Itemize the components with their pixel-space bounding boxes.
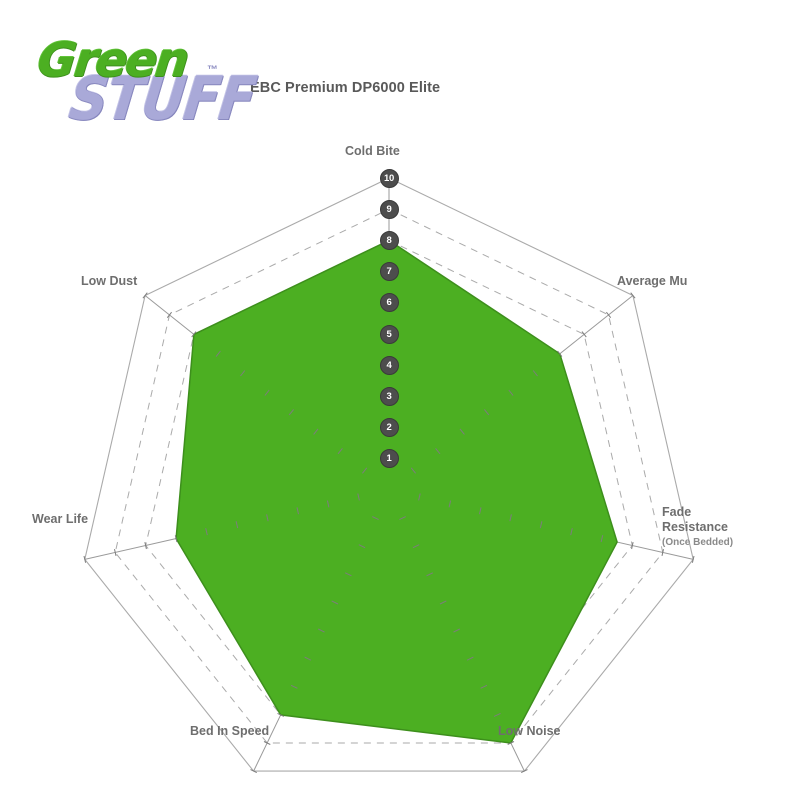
tick-6-7 [215,350,221,357]
axis-label-fade-line1: Fade [662,505,692,519]
tick-1-7 [557,350,563,357]
tick-5-3 [296,507,299,515]
tick-3-10 [520,769,528,774]
axis-label-low-dust-text: Low Dust [81,274,138,288]
axis-label-low-noise: Low Noise [498,724,561,739]
axis-label-bed-in-speed: Bed In Speed [190,724,269,739]
tick-3-8 [493,712,501,717]
tick-4-10 [250,769,258,774]
axis-label-cold-bite-text: Cold Bite [345,144,400,158]
tick-5-10 [83,555,87,563]
tick-5-6 [205,528,208,536]
axis-label-bed-in-speed-text: Bed In Speed [190,724,270,738]
scale-marker-7: 7 [379,262,399,282]
tick-2-1 [418,493,421,501]
tick-5-1 [357,493,360,501]
tick-2-10 [691,555,695,563]
radar-tick-marks [83,292,695,774]
scale-marker-4: 4 [379,355,399,375]
grid-ring-10 [84,177,694,772]
tick-6-10 [142,292,148,299]
tick-3-5 [453,628,461,633]
tick-4-7 [290,684,298,689]
axis-label-cold-bite: Cold Bite [345,144,400,159]
axis-label-low-dust: Low Dust [81,274,137,289]
tick-4-1 [372,516,379,521]
tick-1-3 [459,428,465,435]
tick-3-9 [507,741,515,745]
radar-series-polygon[interactable] [175,239,618,744]
scale-marker-6: 6 [379,293,399,313]
tick-5-9 [114,548,117,557]
scale-marker-9: 9 [379,199,399,219]
axis-label-wear-life-text: Wear Life [32,512,89,526]
logo-green-text: Green [35,33,190,88]
tick-2-2 [448,500,452,508]
tick-2-4 [509,514,512,522]
tick-6-5 [264,389,270,396]
tick-1-10 [630,292,636,299]
tick-1-1 [410,467,416,474]
tick-1-8 [581,331,587,338]
tick-2-6 [570,528,573,536]
tick-1-2 [435,448,441,455]
tick-4-2 [358,544,366,549]
tick-6-2 [337,448,343,455]
tick-6-3 [313,428,319,435]
tick-2-8 [631,541,634,550]
tick-2-7 [600,535,604,543]
tick-3-2 [412,544,420,549]
scale-marker-2: 2 [379,418,399,438]
scale-marker-3: 3 [379,386,399,406]
tick-4-8 [277,712,285,717]
tick-5-4 [266,514,269,522]
tick-1-4 [484,409,490,416]
trademark-symbol: ™ [207,64,218,76]
tick-6-1 [362,467,368,474]
tick-4-5 [317,628,325,633]
scale-marker-1: 1 [379,449,399,469]
tick-4-9 [263,741,271,745]
tick-5-5 [235,521,239,529]
tick-2-3 [479,507,482,515]
axis-label-fade-line2: Resistance [662,520,729,534]
series-polygon-0[interactable] [175,239,618,744]
axis-label-average-mu-text: Average Mu [617,274,688,288]
tick-5-2 [326,500,330,508]
tick-4-3 [344,572,352,577]
greenstuff-logo: STUFF Green ™ [35,33,259,134]
scale-marker-10: 10 [379,168,399,188]
chart-title: EBC Premium DP6000 Elite [250,80,441,96]
tick-4-6 [304,656,312,661]
scale-marker-5: 5 [379,324,399,344]
tick-2-5 [539,521,543,529]
tick-4-4 [331,600,339,605]
axis-label-low-noise-text: Low Noise [498,724,561,738]
grid-ring-9 [114,208,664,744]
tick-6-9 [166,311,172,319]
axis-label-fade-resistance: Fade Resistance (Once Bedded) [662,505,733,550]
tick-1-9 [606,311,612,319]
tick-1-5 [508,389,514,396]
tick-3-4 [439,600,447,605]
tick-3-7 [480,684,488,689]
axis-label-fade-line3: (Once Bedded) [662,537,734,548]
tick-3-3 [426,572,434,577]
scale-marker-8: 8 [379,230,399,250]
tick-1-6 [532,370,538,377]
tick-3-6 [466,656,474,661]
tick-6-8 [191,331,197,338]
tick-6-4 [288,409,294,416]
tick-5-8 [144,541,147,550]
axis-label-wear-life: Wear Life [32,512,88,527]
tick-5-7 [174,535,178,543]
tick-3-1 [399,516,406,521]
tick-2-9 [661,548,664,557]
axis-label-average-mu: Average Mu [617,274,687,289]
tick-6-6 [240,370,246,377]
